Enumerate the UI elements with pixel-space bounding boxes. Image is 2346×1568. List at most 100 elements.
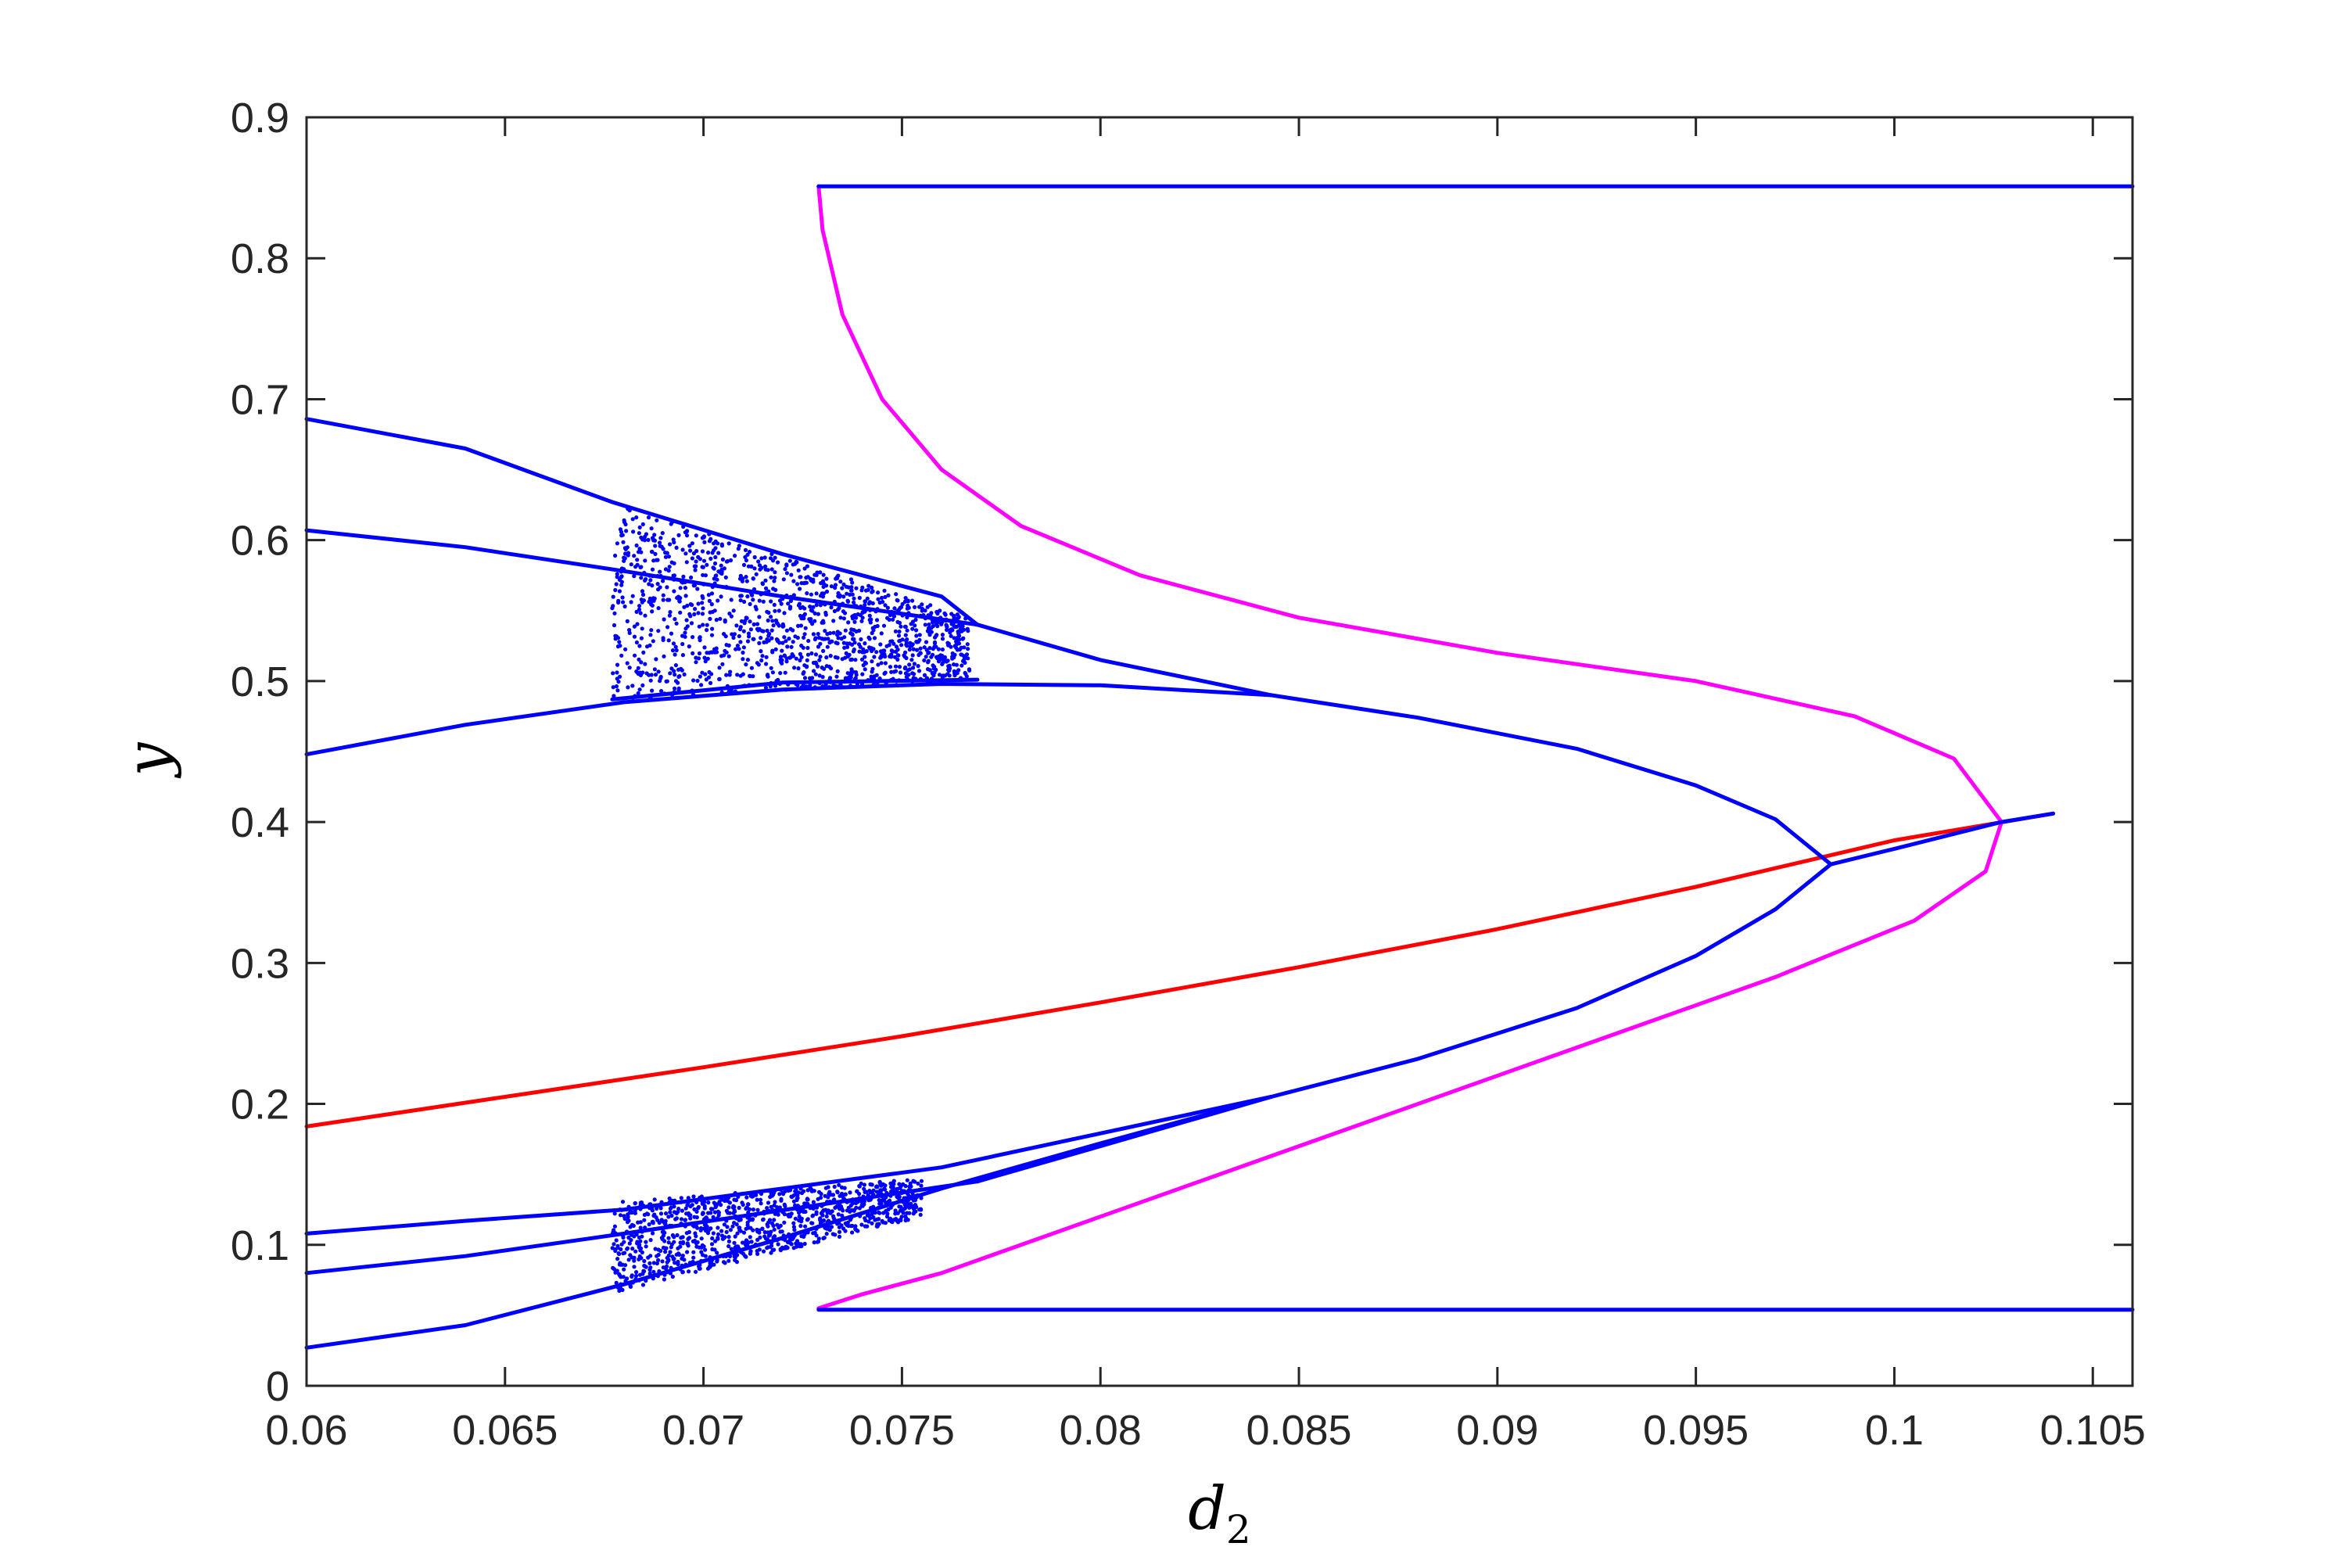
chaos-point-0 bbox=[895, 648, 900, 652]
chaos-point-0 bbox=[927, 623, 931, 627]
chaos-point-0 bbox=[644, 577, 648, 582]
chaos-point-0 bbox=[744, 575, 748, 579]
chaos-point-0 bbox=[670, 648, 676, 653]
chaos-point-1 bbox=[685, 1241, 690, 1247]
chaos-point-0 bbox=[661, 636, 665, 640]
chaos-point-1 bbox=[882, 1186, 887, 1191]
chaos-point-0 bbox=[615, 541, 620, 546]
y-tick-label: 0.4 bbox=[231, 799, 289, 846]
chaos-point-0 bbox=[617, 640, 622, 644]
ticks-layer: 0.06 0.065 0.07 0.075 0.08 0.085 0.09 0.095 0.1 0… bbox=[231, 95, 2146, 1454]
chaos-point-0 bbox=[872, 655, 877, 659]
chaos-point-0 bbox=[661, 579, 665, 583]
chaos-point-0 bbox=[702, 655, 707, 660]
chaos-point-1 bbox=[676, 1251, 681, 1256]
chaos-point-1 bbox=[659, 1236, 665, 1240]
chaos-point-0 bbox=[748, 619, 752, 624]
chaos-point-1 bbox=[632, 1265, 637, 1269]
chaos-point-0 bbox=[728, 669, 733, 674]
chaos-point-1 bbox=[661, 1219, 665, 1224]
chaos-point-0 bbox=[703, 573, 708, 578]
chaos-point-0 bbox=[911, 647, 916, 651]
chaos-point-1 bbox=[843, 1229, 848, 1233]
chaos-point-1 bbox=[871, 1188, 876, 1193]
chaos-point-0 bbox=[753, 605, 758, 609]
chaos-point-0 bbox=[731, 608, 736, 613]
chaos-point-0 bbox=[870, 626, 875, 630]
chaos-point-0 bbox=[666, 554, 672, 559]
chaos-point-0 bbox=[793, 634, 798, 639]
chaos-point-1 bbox=[686, 1211, 691, 1216]
chaos-point-1 bbox=[865, 1213, 870, 1218]
chaos-point-0 bbox=[695, 587, 700, 591]
chaos-point-0 bbox=[708, 616, 712, 622]
chaos-point-1 bbox=[688, 1216, 693, 1221]
chaos-point-0 bbox=[947, 673, 952, 678]
chaos-point-0 bbox=[614, 684, 619, 689]
series-line-13 bbox=[304, 1095, 1273, 1350]
chaos-point-1 bbox=[625, 1247, 630, 1251]
chaos-point-0 bbox=[787, 558, 792, 563]
chaos-point-1 bbox=[726, 1239, 732, 1243]
chaos-point-0 bbox=[701, 535, 706, 540]
chaos-point-0 bbox=[621, 600, 626, 605]
chaos-point-0 bbox=[622, 558, 626, 563]
chaos-point-1 bbox=[685, 1250, 690, 1254]
chaos-point-0 bbox=[620, 533, 625, 537]
chaos-point-0 bbox=[764, 586, 769, 591]
chaos-point-1 bbox=[612, 1242, 616, 1247]
chaos-point-0 bbox=[612, 694, 616, 698]
chaos-point-1 bbox=[888, 1181, 893, 1186]
chaos-point-1 bbox=[683, 1206, 688, 1211]
chaos-point-0 bbox=[705, 656, 710, 661]
chaos-point-0 bbox=[618, 644, 622, 648]
chaos-point-1 bbox=[750, 1217, 755, 1222]
chaos-point-0 bbox=[747, 550, 752, 554]
chaos-point-1 bbox=[676, 1207, 681, 1211]
chaos-point-0 bbox=[960, 624, 965, 629]
chaos-point-0 bbox=[752, 554, 757, 560]
chaos-point-0 bbox=[740, 579, 745, 583]
chaos-point-0 bbox=[927, 646, 932, 651]
chaos-point-0 bbox=[895, 657, 900, 662]
x-tick-label: 0.08 bbox=[1060, 1407, 1142, 1454]
chaos-point-0 bbox=[619, 583, 624, 587]
chaos-point-1 bbox=[758, 1197, 763, 1202]
chaos-point-1 bbox=[824, 1232, 829, 1236]
chaos-point-1 bbox=[664, 1211, 669, 1216]
chaos-point-0 bbox=[708, 680, 713, 686]
chaos-point-0 bbox=[623, 647, 628, 651]
chaos-point-1 bbox=[630, 1247, 635, 1251]
y-tick-label: 0.8 bbox=[231, 235, 289, 282]
chaos-point-0 bbox=[630, 594, 635, 598]
chaos-point-0 bbox=[784, 563, 789, 568]
chaos-point-0 bbox=[673, 617, 677, 622]
chaos-point-1 bbox=[706, 1228, 712, 1233]
chaos-point-1 bbox=[771, 1223, 776, 1228]
chaos-point-0 bbox=[700, 594, 705, 598]
chaos-point-0 bbox=[848, 674, 852, 679]
chaos-point-0 bbox=[799, 644, 804, 648]
chaos-point-0 bbox=[781, 577, 786, 582]
chaos-point-0 bbox=[701, 558, 707, 563]
chaos-point-0 bbox=[838, 615, 843, 620]
chaos-point-0 bbox=[741, 657, 745, 662]
chaos-point-0 bbox=[863, 641, 867, 646]
chaos-point-0 bbox=[649, 628, 654, 633]
chaos-point-1 bbox=[614, 1280, 619, 1285]
chaos-point-0 bbox=[876, 590, 881, 595]
chaos-point-1 bbox=[859, 1222, 864, 1227]
chaos-point-0 bbox=[853, 676, 858, 680]
chaos-point-0 bbox=[729, 614, 734, 619]
chaos-point-1 bbox=[664, 1246, 669, 1250]
chaos-point-1 bbox=[647, 1222, 651, 1227]
chaos-point-0 bbox=[889, 653, 894, 658]
chaos-point-0 bbox=[929, 611, 934, 615]
chaos-point-0 bbox=[795, 582, 800, 587]
chaos-point-0 bbox=[650, 603, 655, 608]
x-tick-label: 0.075 bbox=[849, 1407, 955, 1454]
chaos-point-0 bbox=[739, 619, 744, 623]
chaos-point-1 bbox=[642, 1212, 647, 1217]
chaos-point-0 bbox=[663, 554, 669, 559]
